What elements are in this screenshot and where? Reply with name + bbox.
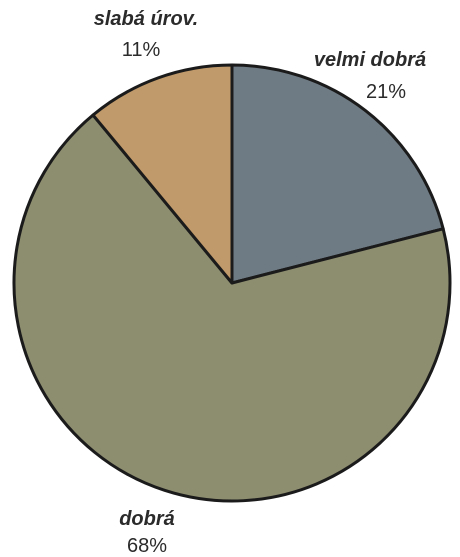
value-slaba-urov: 11%: [122, 39, 161, 61]
pie-slices: [12, 63, 452, 503]
label-dobra: dobrá: [119, 508, 175, 530]
label-slaba-urov: slabá úrov.: [94, 8, 199, 30]
value-velmi-dobra: 21%: [366, 81, 406, 103]
label-velmi-dobra: velmi dobrá: [314, 49, 426, 71]
value-dobra: 68%: [127, 535, 167, 557]
pie-slice-velmi-dobr-: [230, 63, 445, 285]
pie-slice-slab-rov-: [91, 63, 234, 285]
pie-slice-dobr-: [12, 113, 452, 503]
